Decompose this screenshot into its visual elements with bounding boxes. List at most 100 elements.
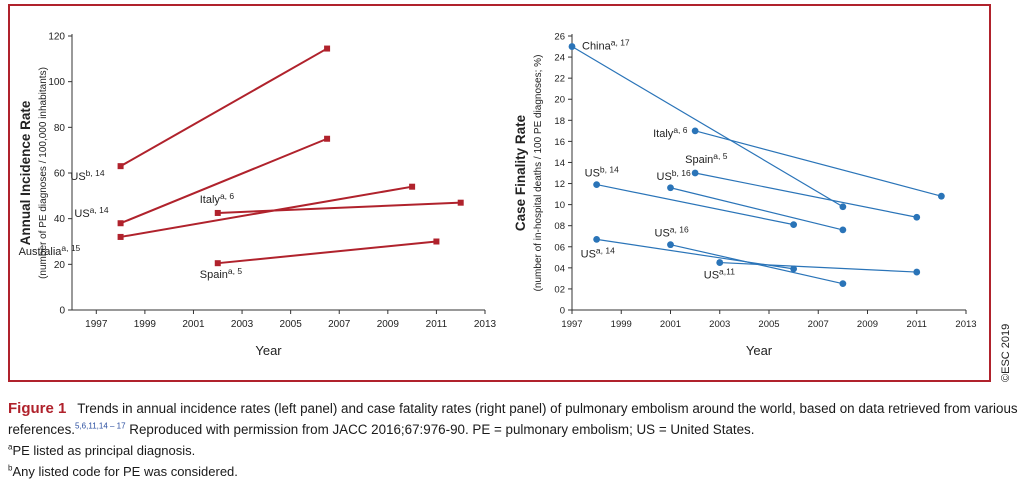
p1-data-point xyxy=(324,135,331,142)
p1-series-label-name: Spain xyxy=(200,269,228,281)
p2-y-tick-label: 02 xyxy=(554,284,565,295)
p2-series-line xyxy=(719,261,917,273)
p2-series-label-sup: a,11 xyxy=(719,267,735,277)
p2-data-point xyxy=(716,259,724,266)
p2-series-label-name: China xyxy=(582,41,612,53)
p2-y-tick-label: 0 xyxy=(560,306,565,317)
p1-series-line xyxy=(217,240,437,265)
p1-series-line xyxy=(120,47,328,168)
p2-series-label-name: US xyxy=(655,228,670,240)
figure-label: Figure 1 xyxy=(8,400,67,417)
p1-y-tick-label: 0 xyxy=(59,306,65,317)
p1-x-tick-label: 2001 xyxy=(182,319,205,330)
p2-data-point xyxy=(691,169,699,177)
caption-refs: 5,6,11,14 – 17 xyxy=(75,421,126,431)
p1-series-label: USa, 14 xyxy=(74,205,108,220)
p1-y-tick-label: 120 xyxy=(48,32,65,43)
p1-data-point xyxy=(433,238,440,245)
p2-series-line xyxy=(695,172,917,218)
p2-y-tick-label: 24 xyxy=(554,53,565,64)
footnote-b-mark: b xyxy=(8,463,13,473)
p2-x-tick-label: 1997 xyxy=(561,319,582,330)
p1-y-tick-label: 40 xyxy=(54,214,66,225)
p2-y-tick-label: 10 xyxy=(554,200,565,211)
footnote-a: aPE listed as principal diagnosis. xyxy=(8,440,1020,461)
p2-data-point xyxy=(691,127,699,135)
copyright-label: ©ESC 2019 xyxy=(1000,323,1012,382)
p2-data-point xyxy=(839,280,847,288)
p1-x-tick-label: 2003 xyxy=(231,319,254,330)
p2-series-label-sup: a, 17 xyxy=(611,38,630,48)
p2-y-tick-label: 14 xyxy=(554,158,565,169)
p2-y-tick-label: 22 xyxy=(554,74,565,85)
p2-series-label-name: US xyxy=(704,270,719,282)
p2-data-point xyxy=(839,226,847,234)
p2-series-line xyxy=(694,130,942,197)
p2-series-label: USa, 14 xyxy=(581,245,615,260)
p1-series-label-name: Australia xyxy=(19,246,63,258)
p1-data-point xyxy=(117,163,124,170)
p2-x-axis-label: Year xyxy=(746,343,773,358)
p2-series-label: USa,11 xyxy=(704,267,735,282)
caption-main: Figure 1 Trends in annual incidence rate… xyxy=(8,398,1020,440)
p1-x-tick-label: 2011 xyxy=(426,319,448,330)
p2-series-label-name: US xyxy=(585,168,600,180)
p2-series-label-name: Italy xyxy=(653,128,674,140)
p2-series-line xyxy=(571,46,844,208)
p1-series-label: Australiaa, 15 xyxy=(19,243,81,258)
p1-data-point xyxy=(117,220,124,227)
p2-x-tick-label: 2011 xyxy=(907,319,927,330)
caption-text: Trends in annual incidence rates (left p… xyxy=(8,401,1018,437)
p2-data-point xyxy=(937,192,945,200)
p2-data-point xyxy=(667,241,674,249)
p1-series-label: USb, 14 xyxy=(70,168,104,183)
p1-data-point xyxy=(214,209,221,216)
p2-data-point xyxy=(790,265,798,273)
p2-series-label-sup: a, 14 xyxy=(596,245,615,255)
p2-x-tick-label: 2003 xyxy=(709,319,730,330)
footnote-b-text: Any listed code for PE was considered. xyxy=(12,464,238,479)
p2-x-tick-label: 2005 xyxy=(758,319,779,330)
p2-y-tick-label: 18 xyxy=(554,116,565,127)
p2-series-label: USb, 14 xyxy=(585,165,619,180)
p2-y-tick-label: 26 xyxy=(554,32,565,43)
p1-x-tick-label: 1997 xyxy=(85,319,108,330)
p1-y-tick-label: 80 xyxy=(54,123,66,134)
p2-series-line xyxy=(670,187,844,231)
p1-y-tick-label: 60 xyxy=(54,169,66,180)
p2-series-label: USa, 16 xyxy=(655,225,689,240)
p2-data-point xyxy=(593,181,601,188)
p2-x-tick-label: 1999 xyxy=(611,319,632,330)
p2-x-tick-label: 2013 xyxy=(955,319,976,330)
p2-series-label: Spaina, 5 xyxy=(685,151,728,166)
p2-series-line xyxy=(596,184,794,226)
p1-series-label-sup: a, 5 xyxy=(228,266,242,276)
p2-data-point xyxy=(667,184,674,192)
p1-y-tick-label: 100 xyxy=(48,77,65,88)
p2-series-label-sup: b, 16 xyxy=(672,168,691,178)
p2-series-label-sup: b, 14 xyxy=(600,165,619,175)
p2-data-point xyxy=(839,203,847,211)
p2-series-label-sup: a, 6 xyxy=(673,125,687,135)
p2-y-tick-label: 04 xyxy=(554,263,565,274)
p1-y-tick-label: 20 xyxy=(54,260,66,271)
p1-series-line xyxy=(217,201,461,214)
p1-series-label-sup: a, 6 xyxy=(220,191,234,201)
p2-data-point xyxy=(913,213,921,221)
footnote-b: bAny listed code for PE was considered. xyxy=(8,461,1020,482)
p2-series-label-name: Spain xyxy=(685,154,713,166)
p2-y-tick-label: 08 xyxy=(554,221,565,232)
p2-y-tick-label: 20 xyxy=(554,95,565,106)
p1-series-label-name: Italy xyxy=(200,194,221,206)
footnote-a-mark: a xyxy=(8,442,13,452)
p1-series-line xyxy=(120,137,328,225)
p2-y-tick-label: 12 xyxy=(554,179,565,190)
p1-x-tick-label: 2013 xyxy=(474,319,497,330)
p2-y-axis-label: Case Finality Rate xyxy=(513,114,528,231)
p2-x-tick-label: 2001 xyxy=(660,319,681,330)
p1-series-label: Spaina, 5 xyxy=(200,266,243,281)
p2-x-tick-label: 2007 xyxy=(808,319,829,330)
p1-x-axis-label: Year xyxy=(255,343,282,358)
p1-x-tick-label: 2005 xyxy=(280,319,303,330)
